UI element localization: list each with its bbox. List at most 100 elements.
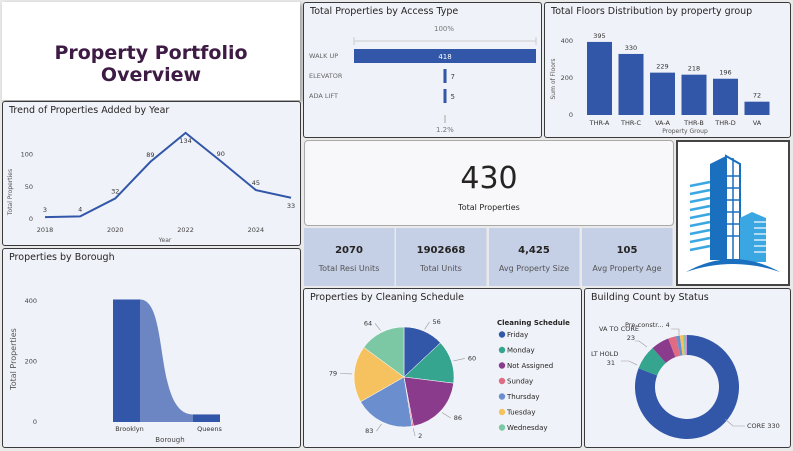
access-data-label: 418 (438, 53, 451, 61)
donut-label: Pre-constr... 4 (625, 321, 670, 329)
status-panel[interactable]: Building Count by Status CORE 330 LT HOLD… (584, 288, 791, 448)
floors-category-label: THR-D (714, 119, 735, 127)
donut-slice (682, 335, 687, 356)
borough-category-label: Queens (197, 425, 222, 433)
donut-label: 23 (627, 334, 635, 342)
pie-leader-line (453, 358, 465, 362)
kpi-card: 4,425 Avg Property Size (489, 228, 580, 286)
trend-chart: Total Properties Year 0 50 100 2018 2020 2022… (7, 131, 295, 244)
pie-data-label: 64 (364, 319, 372, 327)
borough-ylabel: Total Properties (9, 328, 18, 391)
pie-data-label: 86 (454, 414, 462, 422)
pie-data-label: 60 (468, 354, 476, 362)
floors-category-label: VA-A (655, 119, 671, 127)
legend-swatch (498, 346, 506, 354)
borough-ytick: 400 (25, 297, 37, 305)
floors-data-label: 72 (753, 92, 761, 100)
access-bottom-pct: 1.2% (436, 126, 454, 134)
pie-data-label: 83 (365, 427, 373, 435)
access-chart: WALK UP 418 ELEVATOR 7 ADA LIFT 5 (309, 37, 537, 123)
borough-panel[interactable]: Properties by Borough Total Properties B… (2, 248, 301, 448)
pie-data-label: 79 (329, 369, 337, 377)
access-category-label: ADA LIFT (309, 92, 338, 100)
legend-swatch (498, 393, 506, 400)
access-bar (443, 89, 447, 103)
cleaning-panel[interactable]: Properties by Cleaning Schedule 56 60 86 2 8… (303, 288, 582, 448)
floors-category-label: THR-B (683, 119, 704, 127)
borough-bar (193, 414, 220, 422)
donut-leader-line (621, 360, 638, 366)
donut-slice (652, 338, 676, 364)
floors-bar (744, 101, 770, 115)
kpi-label: Total Units (420, 264, 462, 273)
legend-item: Tuesday (506, 409, 535, 417)
donut-slice (638, 348, 666, 376)
access-top-pct: 100% (434, 25, 455, 33)
borough-category-label: Brooklyn (115, 425, 143, 433)
pie-leader-line (376, 423, 382, 432)
kpi-total-properties: 430 Total Properties (304, 140, 674, 226)
access-bar (443, 69, 447, 83)
pie-data-label: 56 (432, 318, 440, 326)
donut-label: VA TO CORE (599, 325, 639, 333)
floors-bar (650, 72, 675, 115)
kpi-value: 1902668 (416, 245, 466, 256)
floors-xlabel: Property Group (662, 128, 708, 135)
trend-xtick: 2020 (107, 226, 124, 234)
trend-data-label: 45 (252, 179, 260, 187)
floors-data-label: 395 (593, 32, 605, 40)
floors-data-label: 330 (625, 44, 637, 52)
trend-ytick: 0 (29, 215, 33, 223)
kpi-label: Total Resi Units (318, 264, 380, 273)
access-panel[interactable]: Total Properties by Access Type 100% WAL… (303, 2, 542, 138)
floors-chart: Sum of Floors Property Group 0 200 400 395… (550, 32, 770, 135)
legend-item: Wednesday (507, 424, 548, 432)
page-title: Property Portfolio Overview (54, 42, 248, 86)
pie-slice (353, 346, 405, 403)
trend-data-label: 4 (78, 205, 82, 213)
donut-slice (675, 335, 683, 356)
access-bar (354, 49, 536, 63)
donut-slice (668, 336, 681, 358)
cleaning-title: Properties by Cleaning Schedule (310, 292, 465, 303)
trend-data-label: 3 (43, 206, 47, 214)
pie-slice (360, 376, 413, 428)
donut-slice (679, 335, 685, 356)
trend-xtick: 2018 (37, 226, 54, 234)
kpi-card: 105 Avg Property Age (582, 228, 673, 286)
kpi-total-properties-value: 430 (460, 161, 518, 196)
trend-title: Trend of Properties Added by Year (9, 105, 170, 116)
donut-leader-line (724, 418, 745, 427)
borough-ytick: 0 (33, 418, 37, 426)
trend-data-label: 90 (217, 150, 225, 158)
floors-category-label: THR-A (589, 119, 610, 127)
legend-swatch (498, 424, 506, 431)
kpi-value: 4,425 (518, 245, 550, 256)
legend-item: Not Assigned (507, 362, 553, 370)
trend-data-label: 134 (179, 137, 191, 145)
trend-data-label: 32 (111, 187, 119, 195)
donut-slice (635, 335, 739, 439)
trend-line (44, 131, 292, 219)
floors-bar (713, 78, 738, 115)
floors-ytick: 400 (561, 37, 573, 45)
donut-slice (685, 335, 687, 356)
floors-panel[interactable]: Total Floors Distribution by property gr… (544, 2, 791, 138)
trend-ytick: 100 (21, 151, 33, 159)
donut-leader-line (635, 340, 648, 348)
borough-title: Properties by Borough (9, 252, 115, 263)
pie-slice (363, 326, 405, 378)
floors-ylabel: Sum of Floors (550, 58, 557, 99)
floors-data-label: 196 (719, 69, 731, 77)
pie-leader-line (441, 412, 451, 419)
pie-data-label: 2 (418, 432, 422, 440)
title-card: Property Portfolio Overview (2, 2, 300, 100)
trend-xlabel: Year (158, 237, 172, 244)
cleaning-chart: 56 60 86 2 83 79 64 Cleaning Schedule Friday Mo… (329, 318, 570, 440)
trend-ylabel: Total Properties (7, 169, 14, 216)
trend-panel[interactable]: Trend of Properties Added by Year Total … (2, 101, 301, 246)
floors-data-label: 229 (656, 63, 668, 71)
kpi-value: 105 (616, 245, 638, 256)
floors-bar (618, 53, 644, 115)
donut-label: LT HOLD (591, 350, 618, 358)
